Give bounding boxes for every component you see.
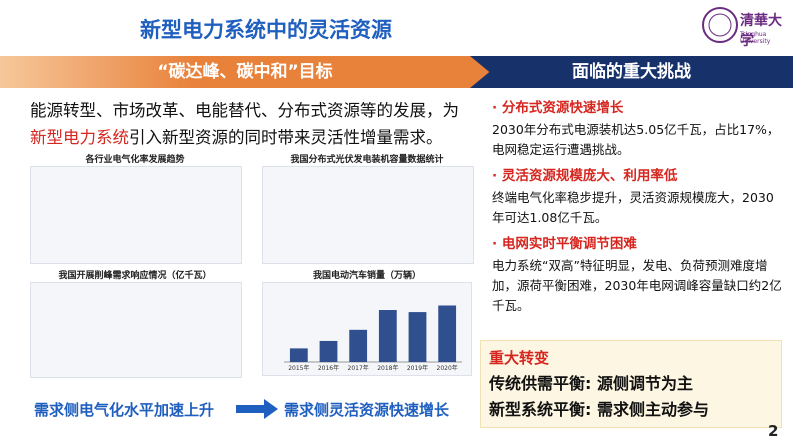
challenge-text: 电力系统“双高”特征明显，发电、负荷预测难度增加，源荷平衡困难，2030年电网调… [492,258,782,313]
slide-title: 新型电力系统中的灵活资源 [140,18,392,42]
challenges: · 分布式资源快速增长 2030年分布式电源装机达5.05亿千瓦，占比17%，电网… [492,98,784,322]
panel-title: 各行业电气化率发展趋势 [85,155,185,165]
caption: 需求侧灵活资源快速增长 [284,401,450,419]
chart-title: 我国电动汽车销量（万辆） [312,271,421,281]
challenge-text: 2030年分布式电源装机达5.05亿千瓦，占比17%，电网稳定运行遭遇挑战。 [492,122,780,157]
x-tick-label: 2018年 [377,364,398,372]
challenge-text: 终端电气化率稳步提升，灵活资源规模庞大，2030年可达1.08亿千瓦。 [492,190,774,225]
panel-title: 我国分布式光伏发电装机容量数据统计 [290,155,444,165]
page-number: 2 [768,422,779,440]
x-tick-label: 2015年 [288,364,309,372]
intro-highlight: 新型电力系统 [30,128,129,147]
conclusion-line: 传统供需平衡: 源侧调节为主 [489,374,693,393]
bar [349,329,368,362]
logo-text: 清華大学 [740,13,782,49]
challenge-heading: · 分布式资源快速增长 [492,100,624,116]
challenge: · 灵活资源规模庞大、利用率低终端电气化率稳步提升，灵活资源规模庞大，2030年… [492,166,784,228]
caption: 需求侧电气化水平加速上升 [34,401,215,419]
conclusion-heading: 重大转变 [489,349,550,367]
ev-chart: 2015年 2016年 2017年 2018年 2019年 2020年 [262,282,472,376]
x-tick-label: 2020年 [437,364,458,372]
bar [289,348,308,362]
bar [378,310,397,362]
x-tick-label: 2019年 [407,364,428,372]
challenge-heading: · 电网实时平衡调节困难 [492,236,637,252]
arrow [236,399,278,419]
logo-sub: Tsinghua University [740,31,771,45]
banner-left: “碳达峰、碳中和”目标 [0,56,490,88]
chart-image [30,166,242,264]
intro-text: 引入新型资源的同时带来灵活性增量需求。 [129,128,443,147]
challenge: · 分布式资源快速增长 2030年分布式电源装机达5.05亿千瓦，占比17%，电网… [492,98,784,160]
logo: 清華大学 Tsinghua University [700,4,788,49]
x-tick-label: 2017年 [348,364,369,372]
banner-right: 面临的重大挑战 [470,56,793,88]
bar [319,340,338,362]
chart-image [262,166,474,264]
conclusion-line: 新型系统平衡: 需求侧主动参与 [489,400,709,419]
bar [438,305,457,362]
conclusion-box: 重大转变 传统供需平衡: 源侧调节为主 新型系统平衡: 需求侧主动参与 [480,340,782,428]
bar [408,312,427,362]
logo-emblem [702,7,738,43]
x-tick-label: 2016年 [318,364,339,372]
intro-text: 能源转型、市场改革、电能替代、分布式资源等的发展，为 [30,101,459,120]
challenge-heading: · 灵活资源规模庞大、利用率低 [492,168,678,184]
intro: 能源转型、市场改革、电能替代、分布式资源等的发展，为 新型电力系统引入新型资源的… [30,97,480,151]
chart-image [30,282,242,378]
panel-title: 我国开展削峰需求响应情况（亿千瓦） [58,271,212,281]
challenge: · 电网实时平衡调节困难电力系统“双高”特征明显，发电、负荷预测难度增加，源荷平… [492,234,784,316]
